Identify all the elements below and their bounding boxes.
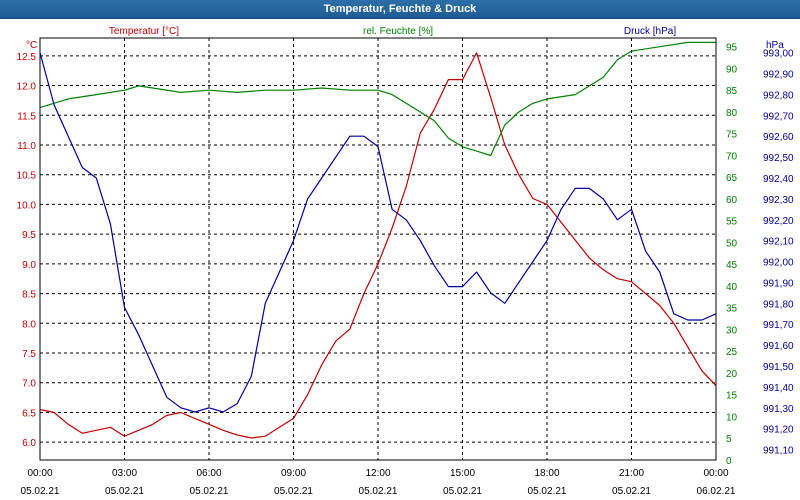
x-tick-time: 18:00 [534,468,559,479]
x-tick-time: 12:00 [365,468,390,479]
humidity-tick-label: 65 [726,173,738,184]
humidity-tick-label: 75 [726,130,738,141]
pressure-tick-label: 992,70 [763,111,794,122]
x-tick-time: 03:00 [112,468,137,479]
x-tick-date: 05.02.21 [528,486,567,497]
temperature-tick-label: 6.5 [22,408,36,419]
chart-title: Temperatur, Feuchte & Druck [0,0,800,19]
temperature-tick-label: 9.0 [22,260,36,271]
humidity-tick-label: 20 [726,369,738,380]
temperature-tick-label: 9.5 [22,230,36,241]
pressure-tick-label: 991,30 [763,404,794,415]
humidity-tick-label: 0 [726,456,732,467]
pressure-tick-label: 992,80 [763,90,794,101]
x-tick-time: 00:00 [703,468,728,479]
data-series [39,41,717,439]
x-tick-date: 06.02.21 [697,486,736,497]
temperature-tick-label: 11.5 [17,111,36,122]
pressure-unit-label: hPa [766,40,784,51]
humidity-tick-label: 10 [726,412,738,423]
pressure-tick-label: 992,30 [763,195,794,206]
humidity-tick-label: 35 [726,304,738,315]
pressure-tick-label: 991,20 [763,425,794,436]
humidity-tick-label: 60 [726,195,738,206]
plot-frame [39,37,717,461]
x-tick-date: 05.02.21 [190,486,229,497]
humidity-tick-label: 90 [726,64,738,75]
x-tick-time: 09:00 [281,468,306,479]
pressure-tick-label: 992,50 [763,153,794,164]
pressure-tick-label: 992,40 [763,174,794,185]
temperature-tick-label: 8.5 [22,290,36,301]
humidity-tick-label: 5 [726,434,732,445]
humidity-tick-label: 55 [726,217,738,228]
x-tick-time: 15:00 [450,468,475,479]
x-tick-date: 05.02.21 [105,486,144,497]
humidity-tick-label: 25 [726,347,738,358]
pressure-tick-label: 992,10 [763,237,794,248]
temperature-axis-title: Temperatur [°C] [109,26,179,37]
x-tick-labels: 00:00 05.02.21 03:00 05.02.21 06:00 05.02.21 0… [21,468,736,497]
pressure-tick-label: 991,60 [763,341,794,352]
humidity-tick-label: 15 [726,391,738,402]
temperature-tick-label: 11.0 [17,141,36,152]
pressure-tick-label: 993,00 [763,49,794,60]
pressure-tick-label: 991,10 [763,446,794,457]
humidity-tick-label: 50 [726,238,738,249]
pressure-tick-label: 991,90 [763,278,794,289]
humidity-tick-label: 30 [726,325,738,336]
pressure-tick-label: 992,00 [763,258,794,269]
humidity-series-line [39,41,716,157]
temperature-tick-label: 10.5 [17,171,37,182]
pressure-tick-label: 991,50 [763,362,794,373]
pressure-tick-label: 992,60 [763,132,794,143]
grid [40,38,716,460]
temperature-tick-label: 10.0 [17,200,37,211]
humidity-tick-label: 70 [726,151,738,162]
humidity-tick-label: 40 [726,282,738,293]
x-tick-date: 05.02.21 [21,486,60,497]
temperature-tick-label: 7.0 [22,379,36,390]
temperature-unit-label: °C [26,40,37,51]
temperature-tick-label: 12.0 [17,82,37,93]
humidity-tick-label: 45 [726,260,738,271]
x-tick-date: 05.02.21 [612,486,651,497]
temperature-series-line [39,52,717,439]
humidity-tick-label: 80 [726,108,738,119]
x-tick-time: 06:00 [196,468,221,479]
pressure-axis-title: Druck [hPa] [624,26,676,37]
temperature-tick-label: 8.0 [22,319,36,330]
humidity-axis-title: rel. Feuchte [%] [363,26,433,37]
pressure-tick-label: 991,70 [763,320,794,331]
pressure-tick-label: 991,40 [763,383,794,394]
pressure-tick-label: 992,20 [763,216,794,227]
pressure-tick-label: 992,90 [763,70,794,81]
x-tick-time: 21:00 [619,468,644,479]
x-tick-date: 05.02.21 [359,486,398,497]
x-tick-date: 05.02.21 [443,486,482,497]
x-tick-time: 00:00 [27,468,52,479]
x-tick-date: 05.02.21 [274,486,313,497]
pressure-tick-label: 991,80 [763,299,794,310]
temperature-tick-label: 7.5 [22,349,36,360]
temperature-tick-label: 6.0 [22,438,36,449]
humidity-tick-label: 95 [726,43,738,54]
humidity-tick-label: 85 [726,86,738,97]
temperature-tick-label: 12.5 [17,52,37,63]
y-tick-labels: 6.0 6.5 7.0 7.5 8.0 8.5 9.0 9.5 10.0 10.5 11.0 11.5… [17,43,794,467]
pressure-series-line [39,52,717,413]
